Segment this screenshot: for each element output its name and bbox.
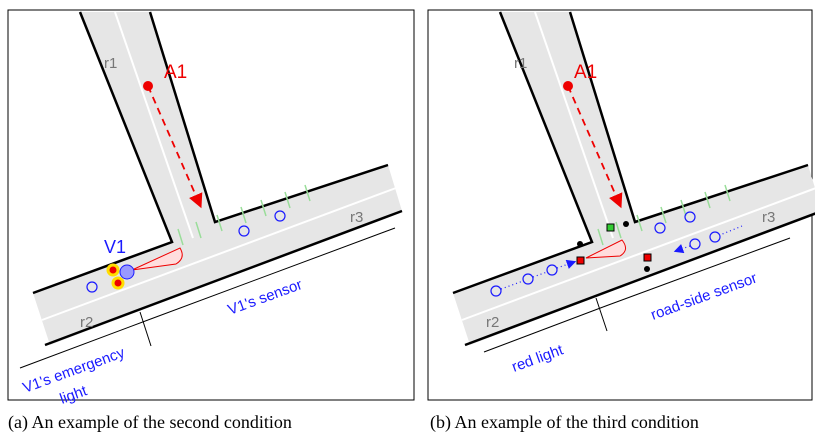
shape (595, 297, 608, 332)
road-label: r2 (486, 314, 499, 331)
shape (576, 256, 585, 265)
sensor-cone (131, 247, 183, 271)
dimension-lines (19, 227, 396, 369)
shape (238, 225, 250, 237)
range-label: road-side sensor (649, 270, 760, 324)
shape (532, 271, 548, 278)
vehicles (490, 211, 721, 297)
shape (522, 273, 534, 285)
shape (147, 227, 396, 321)
shape (139, 311, 152, 347)
road-network (33, 12, 402, 345)
emergency-lights (106, 263, 125, 290)
road-label: r2 (80, 314, 93, 331)
shape (709, 231, 721, 243)
panel-frame (7, 9, 415, 401)
caption: (b) An example of the third condition (430, 412, 699, 433)
shape (689, 238, 701, 250)
shape (684, 211, 696, 223)
shape (623, 221, 629, 227)
vehicles (86, 210, 286, 293)
shape (274, 210, 286, 222)
shape (644, 266, 650, 272)
sensor-cone (585, 239, 626, 259)
traffic-lights (576, 221, 652, 272)
caption: (a) An example of the second condition (8, 412, 292, 433)
shape (606, 223, 615, 232)
agent-label: A1 (574, 62, 597, 83)
shape (19, 319, 149, 369)
shape (643, 253, 652, 262)
dimension-lines (483, 237, 791, 353)
range-label: light (58, 382, 90, 408)
road-label: r3 (762, 209, 775, 226)
vehicle-label: V1 (104, 237, 126, 257)
range-label: red light (510, 341, 567, 376)
shape (673, 244, 691, 254)
shape (86, 281, 98, 293)
shape (490, 285, 502, 297)
motion-arrows (500, 225, 743, 290)
shape (106, 263, 120, 277)
road-label: r1 (514, 55, 527, 72)
road-label: r3 (350, 209, 363, 226)
shape (654, 222, 666, 234)
road-label: r1 (104, 55, 117, 72)
shape (111, 276, 125, 290)
shape (546, 264, 558, 276)
shape (602, 237, 791, 308)
agent-label: A1 (164, 62, 187, 83)
range-label: V1's sensor (226, 276, 305, 319)
shape (577, 241, 583, 247)
shape (483, 306, 604, 353)
vehicle-v1 (119, 264, 135, 280)
